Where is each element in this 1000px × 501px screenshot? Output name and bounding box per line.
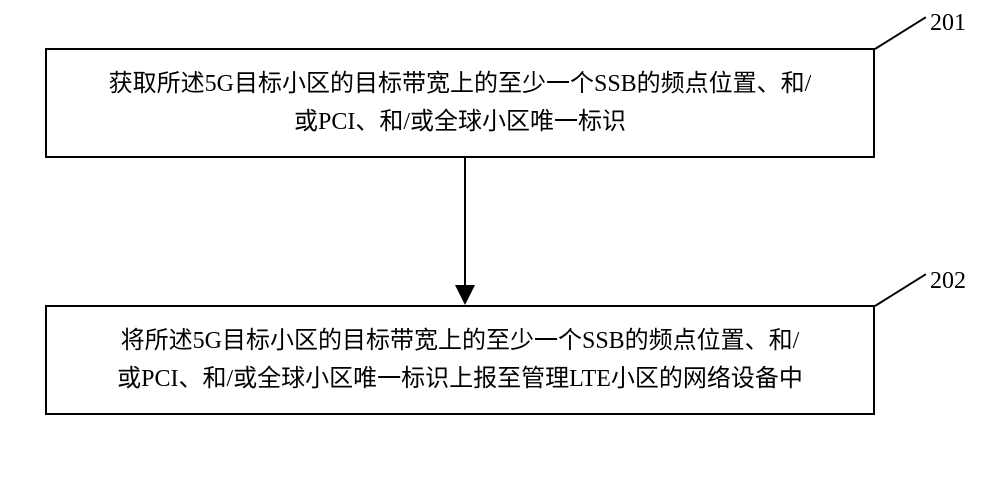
- step-2-label: 202: [930, 268, 966, 295]
- step-1-text: 获取所述5G目标小区的目标带宽上的至少一个SSB的频点位置、和/ 或PCI、和/…: [109, 65, 812, 142]
- flowchart-step-1: 获取所述5G目标小区的目标带宽上的至少一个SSB的频点位置、和/ 或PCI、和/…: [45, 48, 875, 158]
- arrow-shaft: [464, 158, 466, 285]
- leader-line-2: [874, 273, 926, 306]
- flowchart-diagram: 获取所述5G目标小区的目标带宽上的至少一个SSB的频点位置、和/ 或PCI、和/…: [0, 0, 1000, 501]
- flowchart-step-2: 将所述5G目标小区的目标带宽上的至少一个SSB的频点位置、和/ 或PCI、和/或…: [45, 305, 875, 415]
- leader-line-1: [874, 16, 926, 49]
- arrow-1-to-2: [455, 158, 475, 305]
- arrow-head-icon: [455, 285, 475, 305]
- step-1-label: 201: [930, 10, 966, 37]
- step-2-text: 将所述5G目标小区的目标带宽上的至少一个SSB的频点位置、和/ 或PCI、和/或…: [117, 322, 803, 399]
